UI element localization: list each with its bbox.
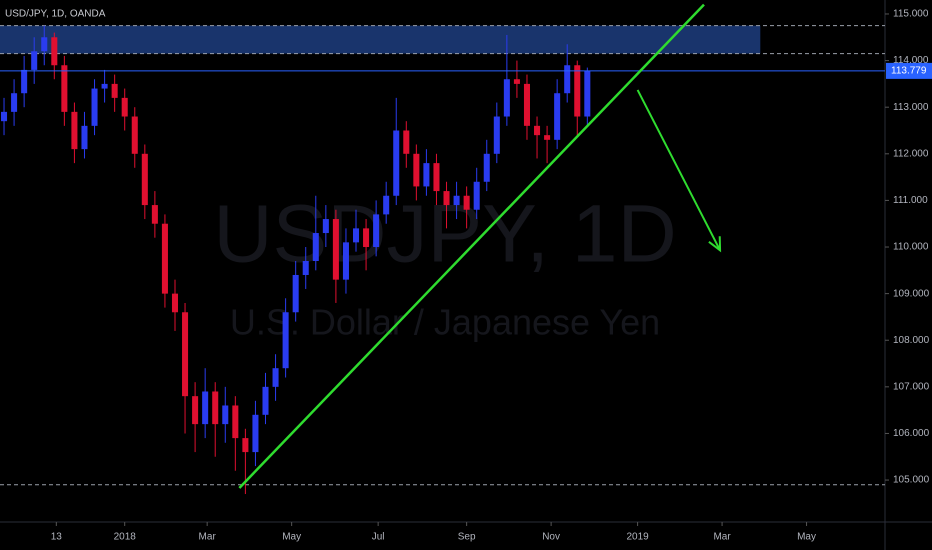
candle-body (141, 153, 148, 206)
x-tick-label: Sep (458, 532, 476, 543)
candle-body (252, 414, 259, 453)
candle-body (242, 438, 249, 453)
x-tick-label: Mar (713, 532, 731, 543)
candle-body (332, 219, 339, 280)
candle-body (534, 125, 541, 136)
trendline (238, 3, 705, 489)
candle-body (443, 191, 450, 206)
candle-body (101, 83, 108, 89)
arrow (636, 89, 721, 251)
x-tick-label: May (282, 532, 301, 543)
candle-body (503, 79, 510, 117)
x-tick-label: 2018 (114, 532, 137, 543)
candle-body (192, 396, 199, 425)
resistance-zone (0, 25, 761, 54)
chart-title: USD/JPY, 1D, OANDA (5, 9, 106, 20)
x-tick-label: 2019 (626, 532, 649, 543)
candle-body (322, 219, 329, 234)
candle-body (31, 51, 38, 70)
candle-body (111, 83, 118, 98)
candle-body (413, 153, 420, 187)
candle-body (71, 111, 78, 150)
candle-body (11, 93, 18, 112)
x-tick-label: May (797, 532, 816, 543)
candle-body (564, 65, 571, 94)
x-tick-label: Jul (372, 532, 385, 543)
candle-body (282, 312, 289, 369)
y-tick-label: 108.000 (893, 335, 930, 346)
y-tick-label: 111.000 (893, 195, 928, 206)
y-tick-label: 106.000 (893, 428, 930, 439)
candle-body (302, 261, 309, 275)
candle-body (523, 83, 530, 126)
candle-body (131, 116, 138, 154)
candle-body (262, 386, 269, 415)
candle-body (453, 195, 460, 206)
candle-body (41, 37, 48, 52)
y-tick-label: 114.000 (893, 55, 929, 66)
watermark-subtitle: U.S. Dollar / Japanese Yen (230, 302, 660, 343)
candle-body (473, 181, 480, 210)
candle-body (363, 228, 370, 248)
candle-body (51, 37, 58, 66)
y-tick-label: 105.000 (893, 475, 930, 486)
candle-body (423, 163, 430, 187)
candle-body (393, 130, 400, 196)
last-price-box (886, 62, 932, 79)
candle-body (513, 79, 520, 84)
candle-body (272, 368, 279, 387)
candle-body (182, 312, 189, 397)
candle-body (352, 228, 360, 243)
candle-body (403, 130, 410, 154)
candle-body (121, 97, 128, 117)
candle-body (91, 88, 98, 126)
candle-body (61, 65, 68, 112)
candle-body (1, 111, 8, 122)
candle-body (584, 70, 591, 117)
candle-body (81, 125, 88, 150)
candle-body (554, 93, 561, 140)
candle-body (292, 274, 299, 313)
arrow-head (708, 236, 722, 253)
y-tick-label: 115.000 (893, 9, 929, 20)
candle-body (433, 163, 440, 192)
y-tick-label: 109.000 (893, 288, 930, 299)
x-tick-label: Nov (542, 532, 560, 543)
candle-body (483, 153, 490, 182)
candle-body (202, 391, 209, 425)
y-tick-label: 110.000 (893, 242, 929, 253)
candle-body (493, 116, 500, 154)
candle-body (463, 195, 470, 210)
candle-body (544, 135, 551, 140)
candle-body (151, 205, 158, 224)
candle-body (232, 405, 239, 439)
candle-body (21, 69, 28, 94)
candle-body (212, 391, 219, 425)
y-tick-label: 112.000 (893, 148, 929, 159)
last-price-label: 113.779 (891, 66, 927, 77)
candle-body (383, 195, 390, 215)
x-tick-label: Mar (199, 532, 217, 543)
candle-body (373, 214, 380, 248)
y-tick-label: 113.000 (893, 102, 929, 113)
candle-body (161, 223, 168, 294)
candle-body (312, 233, 319, 261)
x-tick-label: 13 (51, 532, 63, 543)
y-tick-label: 107.000 (893, 381, 930, 392)
candle-body (342, 242, 349, 280)
candle-body (171, 293, 179, 313)
candle-body (222, 405, 229, 425)
candle-body (574, 65, 581, 117)
